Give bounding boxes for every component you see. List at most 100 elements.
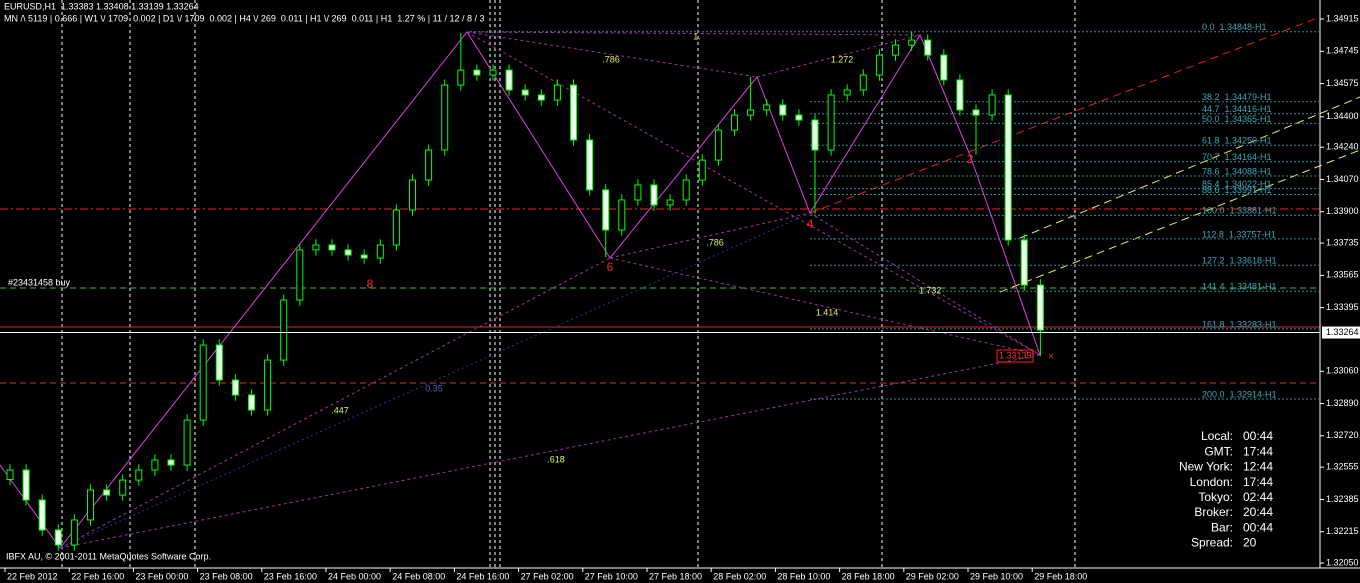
candle-body [682, 179, 690, 201]
fib-label: 161.8 1.33283-H1 [1202, 319, 1277, 329]
candle-body [650, 184, 658, 206]
candle-body [924, 39, 932, 56]
candle-body [296, 249, 304, 301]
fib-label: 70.7 1.34164-H1 [1202, 152, 1272, 162]
candle-body [1036, 284, 1044, 331]
candle-body [167, 459, 175, 466]
candle-body [988, 94, 996, 116]
pattern-point: 2 [967, 152, 974, 166]
fib-label: 100.0 1.33881-H1 [1202, 206, 1277, 216]
candle-body [376, 244, 384, 259]
candle-body [70, 519, 78, 546]
clock-value: 00:44 [1243, 520, 1273, 534]
candle-body [731, 114, 738, 131]
y-tick-label: 1.32385 [1326, 494, 1359, 504]
y-tick-label: 1.33565 [1326, 270, 1359, 280]
fib-label: 0.0 1.34848-H1 [1202, 22, 1267, 32]
x-tick-label: 29 Feb 10:00 [970, 571, 1023, 581]
x-tick-label: 24 Feb 08:00 [392, 571, 445, 581]
y-tick-label: 1.32215 [1326, 526, 1359, 536]
y-tick-label: 1.33395 [1326, 302, 1359, 312]
pattern-zigzag [0, 31, 1041, 549]
low-marker-box [996, 349, 1034, 363]
fib-label: 141.4 1.33481-H1 [1202, 282, 1277, 292]
fib-label: 38.2 1.34479-H1 [1202, 92, 1272, 102]
current-price-box [1322, 326, 1360, 339]
candle-body [441, 84, 449, 151]
candle-body [666, 199, 674, 206]
candle-body [714, 129, 722, 161]
y-tick-label: 1.32890 [1326, 398, 1359, 408]
copyright: IBFX AU, © 2001-2011 MetaQuotes Software… [6, 551, 211, 561]
candle-body [344, 249, 352, 256]
candle-body [409, 179, 416, 211]
clock-label: Spread: [1191, 536, 1233, 550]
y-tick-label: 1.34745 [1326, 46, 1359, 56]
x-tick-label: 28 Feb 18:00 [842, 571, 895, 581]
ratio-label: 1. [693, 31, 701, 41]
clock-value: 17:44 [1243, 475, 1273, 489]
candle-body [892, 44, 899, 56]
candle-body [827, 94, 835, 151]
candle-body [763, 104, 771, 111]
candle-body [473, 69, 481, 76]
candle-body [54, 529, 62, 546]
fib-label: 200.0 1.32914-H1 [1202, 389, 1277, 399]
x-tick-label: 29 Feb 18:00 [1034, 571, 1087, 581]
candle-body [634, 184, 642, 201]
clock-value: 12:44 [1243, 460, 1273, 474]
fib-label: 50.0 1.34365-H1 [1202, 114, 1272, 124]
candle-body [602, 189, 610, 231]
current-price-label: 1.33264 [1326, 327, 1359, 337]
y-tick-label: 1.32720 [1326, 430, 1359, 440]
candle-body [6, 469, 14, 481]
y-tick-label: 1.34070 [1326, 174, 1359, 184]
fib-label: 78.6 1.34088-H1 [1202, 166, 1272, 176]
y-tick-label: 1.33060 [1326, 366, 1359, 376]
candle-body [811, 119, 819, 151]
clock-label: Broker: [1194, 505, 1233, 519]
candle-body [103, 489, 111, 496]
x-tick-label: 28 Feb 10:00 [777, 571, 830, 581]
candle-body [698, 159, 706, 181]
symbol-line: EURUSD,H1 1.33383 1.33408 1.33139 1.3326… [4, 1, 199, 11]
candle-body [521, 89, 529, 96]
x-tick-label: 28 Feb 02:00 [713, 571, 766, 581]
clock-label: New York: [1179, 460, 1233, 474]
fib-label: 88.6 1.33991-H1 [1202, 185, 1272, 195]
order-label: #23431458 buy [8, 277, 71, 287]
clock-label: London: [1190, 475, 1233, 489]
candle-body [779, 104, 787, 116]
candle-body [328, 244, 336, 251]
ratio-label: .786 [602, 54, 620, 64]
candle-body [505, 69, 513, 91]
ratio-label: .447 [331, 405, 349, 415]
candle-body [1020, 239, 1028, 286]
candle-body [264, 359, 272, 411]
candle-body [795, 114, 803, 121]
clock-label: Bar: [1211, 520, 1233, 534]
candle-body [940, 54, 948, 81]
candle-body [248, 394, 255, 411]
candle-body [151, 459, 159, 471]
clock-value: 20:44 [1243, 505, 1273, 519]
candle-body [908, 39, 916, 46]
candle-body [972, 109, 980, 116]
fib-label: 61.8 1.34250-H1 [1202, 136, 1272, 146]
ratio-label: .618 [547, 454, 565, 464]
y-tick-label: 1.34400 [1326, 111, 1359, 121]
clock-value: 00:44 [1243, 429, 1273, 443]
candle-body [875, 54, 883, 76]
clock-label: Tokyo: [1198, 490, 1233, 504]
ratio-label: 1.414 [816, 307, 839, 317]
y-tick-label: 1.34240 [1326, 142, 1359, 152]
candle-body [618, 199, 626, 231]
ratio-label: 1.272 [831, 54, 854, 64]
pattern-ratio-lines [59, 31, 1041, 549]
fib-label: 112.8 1.33757-H1 [1202, 229, 1276, 239]
candle-body [457, 69, 465, 86]
candle-body [231, 379, 239, 396]
candle-body [747, 109, 755, 116]
